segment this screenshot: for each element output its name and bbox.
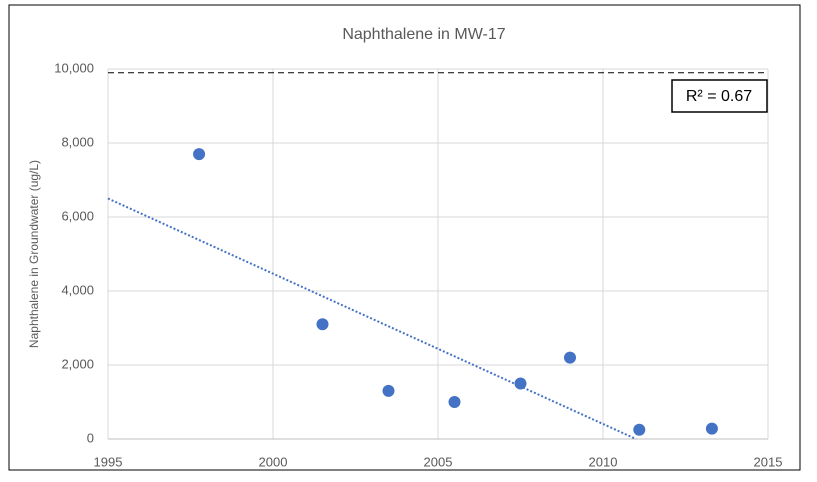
point (317, 318, 329, 330)
chart: Naphthalene in MW-17 Naphthalene in Grou… (0, 0, 817, 477)
x-tick-label: 2015 (754, 454, 783, 469)
x-tick-label: 2005 (424, 454, 453, 469)
y-tick-label: 6,000 (61, 208, 94, 223)
annotation: R² = 0.67 (686, 88, 752, 105)
y-tick-label: 0 (87, 430, 94, 445)
y-tick-label: 10,000 (54, 60, 94, 75)
y-tick-label: 8,000 (61, 134, 94, 149)
point (383, 385, 395, 397)
point (564, 352, 576, 364)
chart-title: Naphthalene in MW-17 (342, 26, 505, 43)
x-tick-label: 2010 (589, 454, 618, 469)
point (449, 396, 461, 408)
point (515, 378, 527, 390)
chart-border (9, 5, 800, 470)
point (706, 423, 718, 435)
y-axis-label: Naphthalene in Groundwater (ug/L) (27, 160, 41, 348)
y-tick-label: 4,000 (61, 282, 94, 297)
x-tick-label: 1995 (94, 454, 123, 469)
point (193, 148, 205, 160)
x-tick-label: 2000 (259, 454, 288, 469)
point (633, 424, 645, 436)
y-tick-label: 2,000 (61, 356, 94, 371)
